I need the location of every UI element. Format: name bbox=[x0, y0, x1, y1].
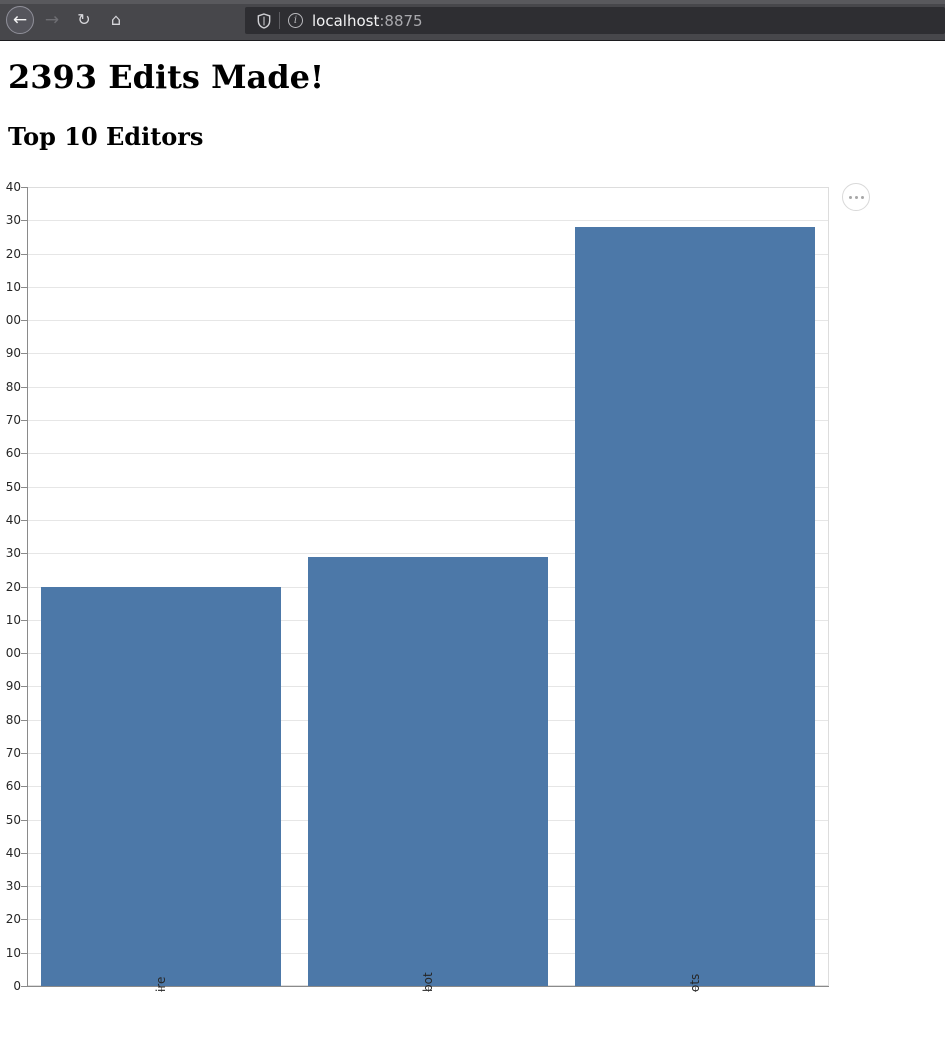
y-axis-tick bbox=[21, 653, 27, 654]
y-axis-tick bbox=[21, 786, 27, 787]
y-tick-label: 70 bbox=[5, 413, 21, 427]
y-tick-label: 60 bbox=[5, 779, 21, 793]
bar-chart: 0 10 20 30 40 50 60 70 80 90 00 10 20 30 40 50 60 70 80 90 0… bbox=[0, 41, 945, 1047]
y-gridline bbox=[28, 287, 828, 288]
dot-icon bbox=[848, 195, 852, 199]
url-bar[interactable]: i localhost :8875 bbox=[245, 7, 945, 34]
y-tick-label: 80 bbox=[5, 380, 21, 394]
bar-editor-3 bbox=[575, 227, 816, 986]
y-axis-tick bbox=[21, 320, 27, 321]
y-axis-line bbox=[27, 187, 28, 986]
y-tick-label: 00 bbox=[5, 646, 21, 660]
page-title: 2393 Edits Made! bbox=[8, 58, 324, 96]
y-axis-tick bbox=[21, 287, 27, 288]
y-axis-tick bbox=[21, 387, 27, 388]
home-button[interactable]: ⌂ bbox=[102, 6, 130, 34]
y-gridline bbox=[28, 520, 828, 521]
y-gridline bbox=[28, 320, 828, 321]
y-tick-label: 10 bbox=[5, 280, 21, 294]
y-axis-tick bbox=[21, 487, 27, 488]
y-axis-tick bbox=[21, 353, 27, 354]
chart-actions-menu-button[interactable] bbox=[842, 183, 870, 211]
y-axis-tick bbox=[21, 453, 27, 454]
x-axis-tick bbox=[428, 987, 429, 992]
bar-editor-1 bbox=[40, 586, 281, 986]
dot-icon bbox=[860, 195, 864, 199]
y-gridline bbox=[28, 420, 828, 421]
chart-section-title: Top 10 Editors bbox=[8, 122, 204, 151]
y-tick-label: 30 bbox=[5, 879, 21, 893]
y-gridline bbox=[28, 453, 828, 454]
y-axis-tick bbox=[21, 886, 27, 887]
y-tick-label: 20 bbox=[5, 247, 21, 261]
reload-button[interactable]: ↻ bbox=[70, 6, 98, 34]
y-axis-tick bbox=[21, 953, 27, 954]
y-axis-tick bbox=[21, 986, 27, 987]
y-tick-label: 00 bbox=[5, 313, 21, 327]
y-axis-tick bbox=[21, 587, 27, 588]
y-tick-label: 10 bbox=[5, 613, 21, 627]
y-axis-tick bbox=[21, 753, 27, 754]
y-gridline bbox=[28, 220, 828, 221]
y-axis-tick bbox=[21, 254, 27, 255]
y-tick-label: 90 bbox=[5, 346, 21, 360]
y-gridline bbox=[28, 254, 828, 255]
y-axis-tick bbox=[21, 820, 27, 821]
y-tick-label: 20 bbox=[5, 580, 21, 594]
y-tick-label: 40 bbox=[5, 180, 21, 194]
y-tick-label: 50 bbox=[5, 480, 21, 494]
page-content: 2393 Edits Made! Top 10 Editors 0 10 20 30 4… bbox=[0, 41, 945, 1047]
y-tick-label: 30 bbox=[5, 546, 21, 560]
dot-icon bbox=[854, 195, 858, 199]
y-axis-tick bbox=[21, 919, 27, 920]
y-axis-tick bbox=[21, 220, 27, 221]
x-axis-tick bbox=[695, 987, 697, 992]
x-axis-line bbox=[27, 986, 829, 987]
y-tick-label: 50 bbox=[5, 813, 21, 827]
window-top-edge bbox=[0, 0, 945, 4]
tracking-protection-shield-icon[interactable] bbox=[257, 12, 271, 29]
y-axis-tick bbox=[21, 853, 27, 854]
site-info-icon[interactable]: i bbox=[288, 13, 303, 28]
y-gridline bbox=[28, 387, 828, 388]
bar-editor-2 bbox=[308, 556, 548, 986]
url-port-text: :8875 bbox=[379, 11, 423, 30]
y-tick-label: 20 bbox=[5, 912, 21, 926]
y-tick-label: 40 bbox=[5, 846, 21, 860]
url-host-text: localhost bbox=[312, 11, 380, 30]
y-axis-tick bbox=[21, 520, 27, 521]
y-gridline bbox=[28, 553, 828, 554]
back-button[interactable]: ← bbox=[6, 6, 34, 34]
y-tick-label: 80 bbox=[5, 713, 21, 727]
y-tick-label: 0 bbox=[13, 979, 21, 993]
forward-button[interactable]: → bbox=[38, 6, 66, 34]
browser-toolbar: ← → ↻ ⌂ i localhost :8875 bbox=[0, 0, 945, 41]
y-axis-tick bbox=[21, 553, 27, 554]
y-tick-label: 90 bbox=[5, 679, 21, 693]
y-gridline bbox=[28, 353, 828, 354]
y-axis-tick bbox=[21, 720, 27, 721]
y-tick-label: 60 bbox=[5, 446, 21, 460]
y-tick-label: 40 bbox=[5, 513, 21, 527]
y-tick-label: 10 bbox=[5, 946, 21, 960]
y-axis-tick bbox=[21, 187, 27, 188]
y-tick-label: 30 bbox=[5, 213, 21, 227]
y-axis-tick bbox=[21, 686, 27, 687]
urlbar-divider bbox=[279, 12, 280, 29]
y-axis-tick bbox=[21, 420, 27, 421]
y-axis-tick bbox=[21, 620, 27, 621]
x-axis-tick bbox=[160, 987, 162, 992]
y-gridline bbox=[28, 487, 828, 488]
y-tick-label: 70 bbox=[5, 746, 21, 760]
